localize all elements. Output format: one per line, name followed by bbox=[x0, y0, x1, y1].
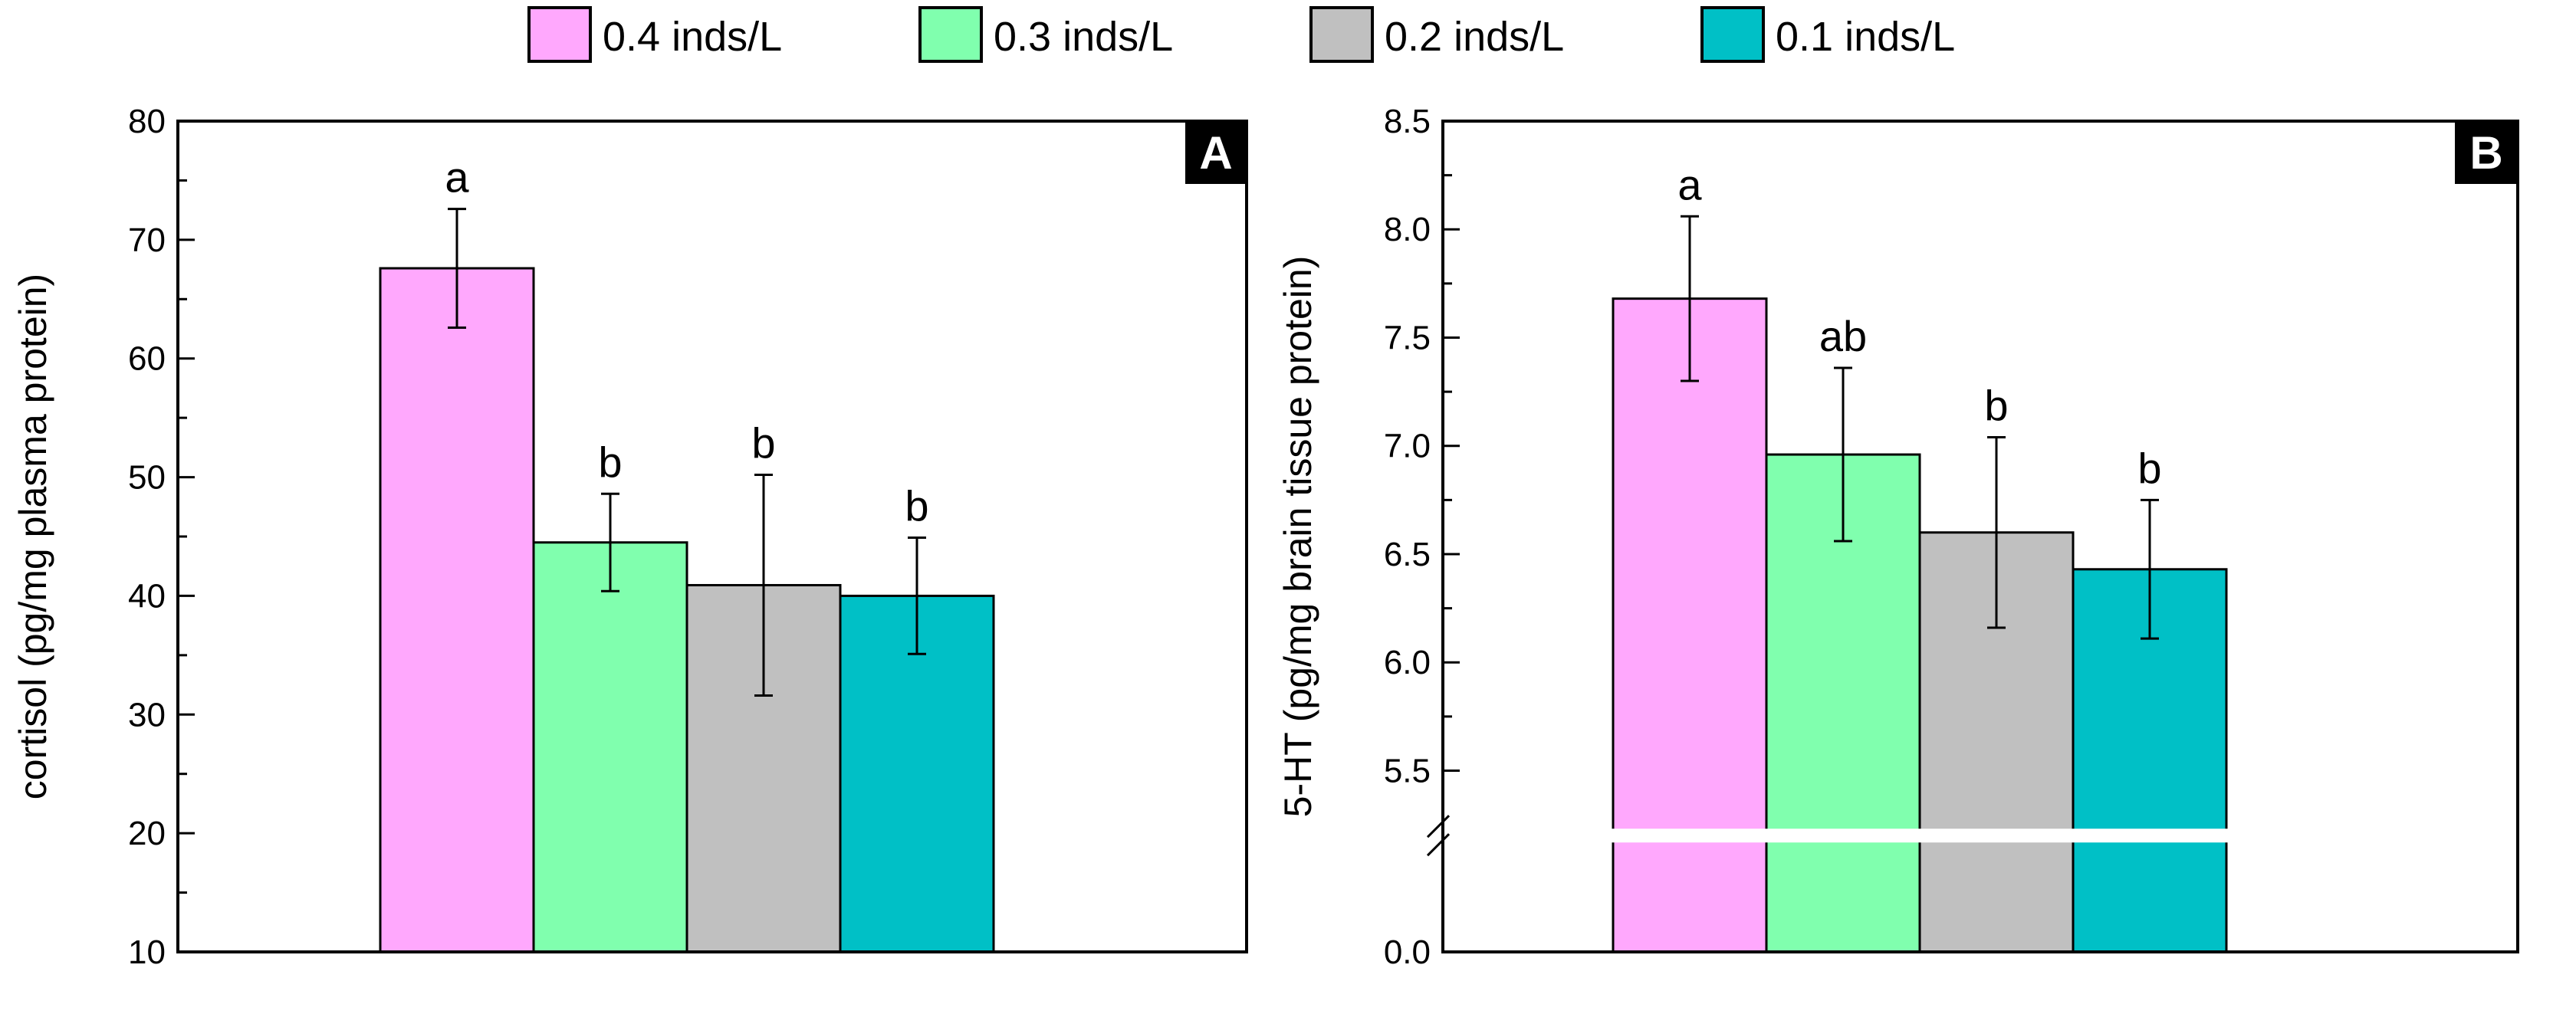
legend-swatch bbox=[527, 6, 592, 63]
panel-label: B bbox=[2469, 127, 2502, 179]
legend-swatch bbox=[1309, 6, 1374, 63]
y-tick-label: 10 bbox=[128, 934, 166, 971]
y-tick-label: 8.5 bbox=[1384, 103, 1431, 140]
significance-label: b bbox=[905, 482, 928, 530]
legend-swatch bbox=[918, 6, 983, 63]
significance-label: ab bbox=[1819, 312, 1867, 360]
y-axis-title: cortisol (pg/mg plasma protein) bbox=[12, 274, 54, 799]
y-tick-label: 0.0 bbox=[1384, 934, 1431, 971]
axis-break-band bbox=[1444, 829, 2243, 843]
panel-label: A bbox=[1199, 127, 1232, 179]
significance-label: b bbox=[2137, 444, 2161, 492]
legend-label: 0.1 inds/L bbox=[1776, 14, 1955, 60]
legend-label: 0.3 inds/L bbox=[994, 14, 1173, 60]
y-tick-label: 7.0 bbox=[1384, 428, 1431, 465]
significance-label: b bbox=[1984, 381, 2008, 429]
bar-1 bbox=[379, 267, 535, 953]
y-tick-label: 8.0 bbox=[1384, 211, 1431, 248]
significance-label: a bbox=[445, 153, 469, 202]
legend: 0.4 inds/L 0.3 inds/L 0.2 inds/L 0.1 inds/L bbox=[527, 6, 1955, 63]
significance-label: b bbox=[598, 438, 622, 486]
bar-1 bbox=[1612, 297, 1768, 953]
y-tick-label: 6.0 bbox=[1384, 644, 1431, 681]
y-tick-label: 5.5 bbox=[1384, 752, 1431, 789]
y-axis-title: 5-HT (pg/mg brain tissue protein) bbox=[1276, 256, 1319, 818]
y-tick-label: 70 bbox=[128, 222, 166, 259]
y-tick-label: 20 bbox=[128, 815, 166, 852]
axis-break-slash bbox=[1426, 833, 1451, 857]
significance-label: b bbox=[751, 418, 775, 467]
plot-frame bbox=[1441, 120, 2519, 953]
panel-b-5ht-chart: a ab b b 0.0 5.5 6.0 6.5 7.0 7.5 8.0 8.5 5-HT (pg/mg… bbox=[1276, 103, 2519, 971]
y-tick-label: 7.5 bbox=[1384, 319, 1431, 356]
y-tick-label: 80 bbox=[128, 103, 166, 140]
y-tick-label: 60 bbox=[128, 340, 166, 378]
significance-label: a bbox=[1677, 160, 1702, 208]
y-tick-label: 50 bbox=[128, 459, 166, 497]
axis-break-slash bbox=[1426, 815, 1451, 838]
panel-label-box bbox=[1185, 121, 1247, 184]
legend-label: 0.4 inds/L bbox=[603, 14, 782, 60]
panel-a-cortisol-chart: a b b b 10 20 30 40 50 60 70 80 cortisol (pg/mg plas… bbox=[12, 103, 1248, 971]
panel-label-box bbox=[2455, 121, 2518, 184]
legend-label: 0.2 inds/L bbox=[1385, 14, 1564, 60]
legend-swatch bbox=[1700, 6, 1765, 63]
y-tick-label: 30 bbox=[128, 696, 166, 733]
y-tick-label: 40 bbox=[128, 577, 166, 615]
y-tick-label: 6.5 bbox=[1384, 536, 1431, 573]
bar-2 bbox=[532, 541, 688, 953]
